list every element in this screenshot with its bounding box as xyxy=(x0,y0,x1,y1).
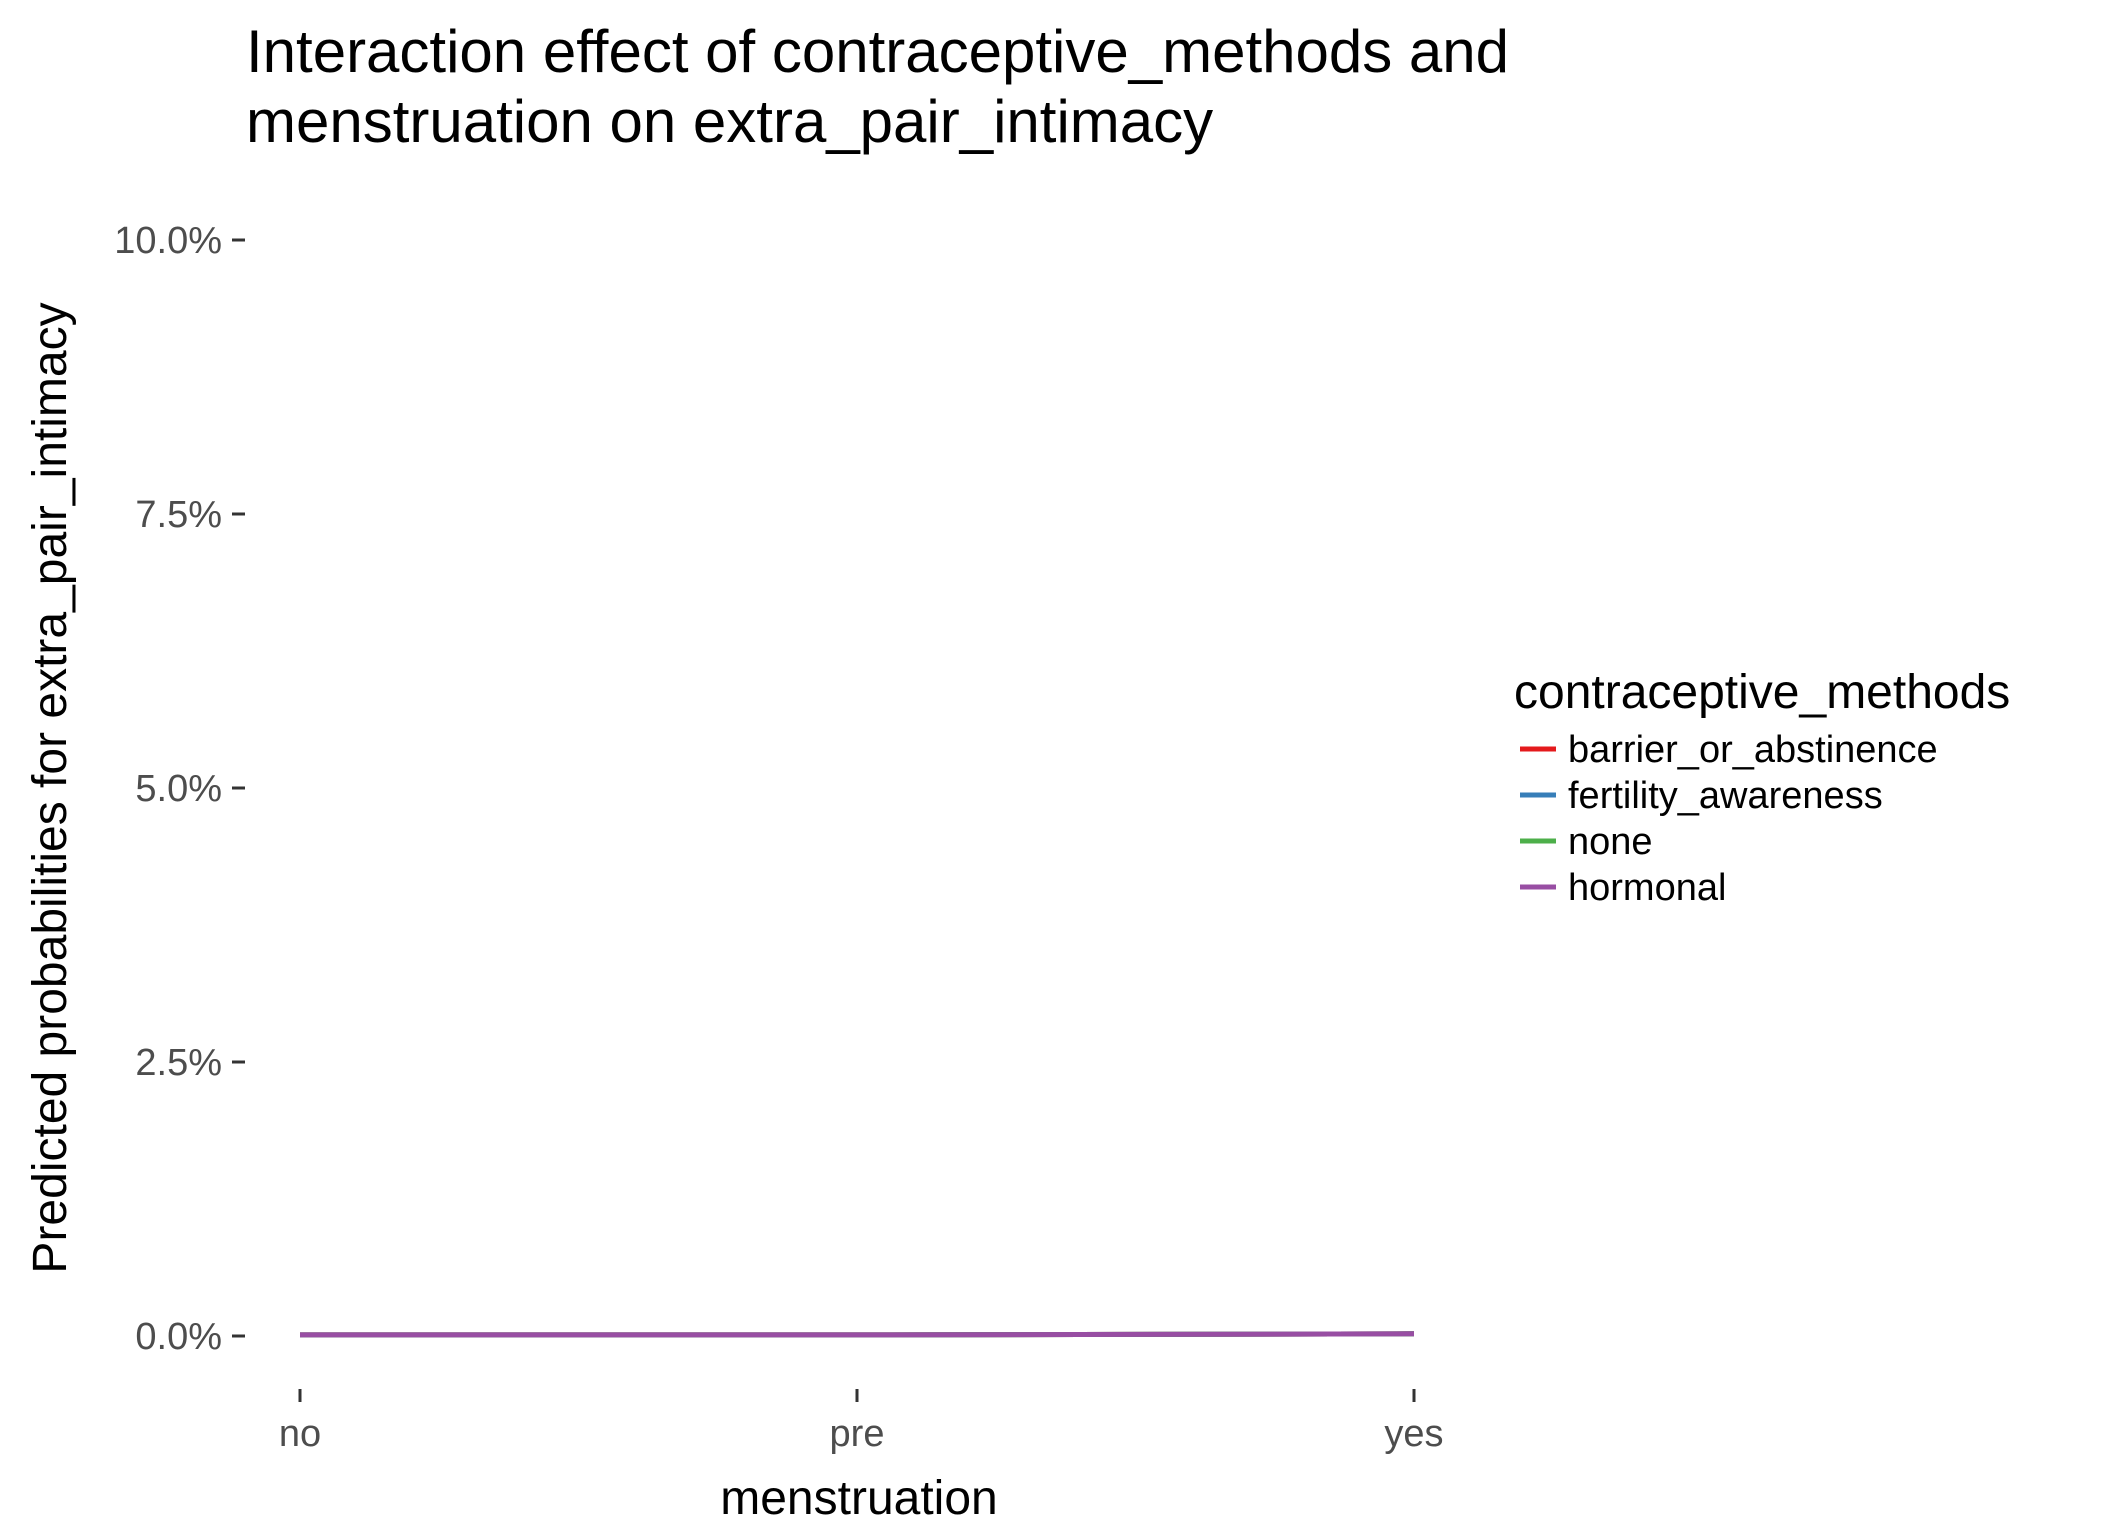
legend: contraceptive_methods barrier_or_abstine… xyxy=(1514,666,2010,909)
legend-label-hormonal: hormonal xyxy=(1568,867,1726,909)
y-axis: 0.0% 2.5% 5.0% 7.5% 10.0% xyxy=(114,220,245,1358)
series-line-hormonal xyxy=(300,1331,1415,1338)
y-tick-label: 7.5% xyxy=(135,494,222,536)
y-tick-label: 5.0% xyxy=(135,768,222,810)
legend-label-barrier-or-abstinence: barrier_or_abstinence xyxy=(1568,729,1938,771)
x-axis-title: menstruation xyxy=(720,1472,997,1525)
legend-items: barrier_or_abstinencefertility_awareness… xyxy=(1520,729,1938,909)
x-tick-label: yes xyxy=(1384,1413,1443,1455)
x-axis: no pre yes xyxy=(279,1389,1444,1455)
chart-title-line-2: menstruation on extra_pair_intimacy xyxy=(246,88,1213,155)
y-tick-label: 2.5% xyxy=(135,1042,222,1084)
y-tick-label: 10.0% xyxy=(114,220,222,262)
legend-title: contraceptive_methods xyxy=(1514,666,2010,719)
chart-title-line-1: Interaction effect of contraceptive_meth… xyxy=(246,18,1509,85)
x-tick-label: pre xyxy=(830,1413,885,1455)
legend-label-fertility-awareness: fertility_awareness xyxy=(1568,775,1883,817)
y-tick-label: 0.0% xyxy=(135,1316,222,1358)
legend-label-none: none xyxy=(1568,821,1653,863)
x-tick-label: no xyxy=(279,1413,321,1455)
plot-lines xyxy=(300,1331,1415,1338)
y-axis-title: Predicted probabilities for extra_pair_i… xyxy=(24,302,77,1273)
